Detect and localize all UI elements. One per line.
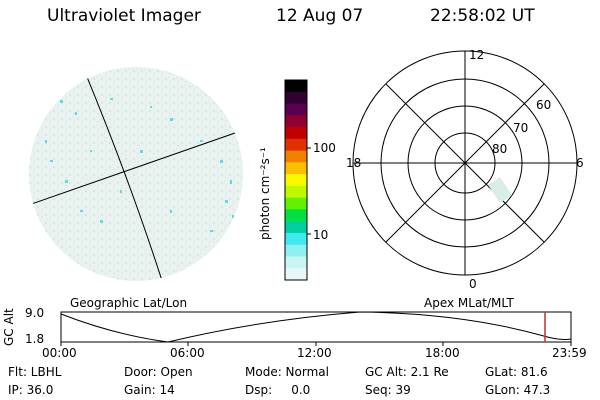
colorbar-swatch	[285, 150, 307, 163]
aurora-speckles	[45, 98, 234, 232]
xtick-2359: 23:59	[552, 346, 587, 360]
mlt-label-12: 12	[469, 48, 484, 62]
info-mode: Mode: Normal	[245, 365, 329, 379]
ytick-1-8: 1.8	[25, 332, 45, 346]
info-dsp: Dsp: 0.0	[245, 383, 311, 397]
colorbar-swatch	[285, 162, 307, 175]
xtick-1200: 12:00	[297, 346, 332, 360]
colorbar-swatch	[285, 80, 307, 93]
lat-label-80: 80	[492, 142, 507, 156]
lat-label-70: 70	[513, 121, 528, 135]
colorbar-swatch	[285, 197, 307, 210]
timeline-ylabel: GC Alt	[2, 308, 16, 346]
info-gain: Gain: 14	[124, 383, 175, 397]
colorbar-swatch	[285, 268, 307, 281]
colorbar-tick-10: 10	[313, 228, 329, 242]
ytick-9: 9.0	[25, 306, 45, 320]
polar-aurora-patch	[488, 177, 512, 203]
mlt-label-18: 18	[346, 156, 361, 170]
altitude-curve	[60, 311, 572, 343]
info-glat: GLat: 81.6	[485, 365, 548, 379]
polar-mlat-mlt-plot: 12 18 6 0 60 70 80	[346, 48, 584, 291]
colorbar-swatch	[285, 115, 307, 128]
lat-label-60: 60	[536, 98, 551, 112]
date-label: 12 Aug 07	[276, 6, 364, 26]
xtick-0600: 06:00	[170, 346, 205, 360]
info-glon: GLon: 47.3	[485, 383, 551, 397]
xtick-1800: 18:00	[425, 346, 460, 360]
info-ip: IP: 36.0	[8, 383, 54, 397]
info-gc-alt: GC Alt: 2.1 Re	[365, 365, 449, 379]
colorbar-swatch	[285, 256, 307, 269]
colorbar-swatch	[285, 174, 307, 187]
mlt-label-0: 0	[469, 277, 477, 291]
colorbar-swatch	[285, 127, 307, 140]
colorbar-swatch	[285, 103, 307, 116]
apex-title: Apex MLat/MLT	[424, 296, 514, 310]
colorbar-swatch	[285, 244, 307, 257]
colorbar-swatch	[285, 138, 307, 152]
colorbar-swatch	[285, 185, 307, 199]
latitude-line	[29, 125, 243, 209]
color-scale-bar	[284, 79, 311, 281]
colorbar-unit-label: photon cm⁻²s⁻¹	[258, 147, 272, 240]
geographic-image-disk	[29, 67, 243, 281]
altitude-timeline	[60, 311, 572, 346]
info-filter: Flt: LBHL	[8, 365, 62, 379]
colorbar-swatch	[285, 221, 307, 234]
colorbar-swatch	[285, 232, 307, 246]
colorbar-swatch	[285, 209, 307, 222]
meridian-line	[79, 67, 166, 281]
geographic-title: Geographic Lat/Lon	[70, 296, 188, 310]
time-label: 22:58:02 UT	[430, 6, 535, 26]
info-door: Door: Open	[124, 365, 193, 379]
xtick-0000: 00:00	[42, 346, 77, 360]
instrument-title: Ultraviolet Imager	[47, 6, 201, 26]
mlt-label-6: 6	[576, 156, 584, 170]
colorbar-swatch	[285, 91, 307, 105]
colorbar-tick-100: 100	[313, 141, 336, 155]
info-seq: Seq: 39	[365, 383, 411, 397]
